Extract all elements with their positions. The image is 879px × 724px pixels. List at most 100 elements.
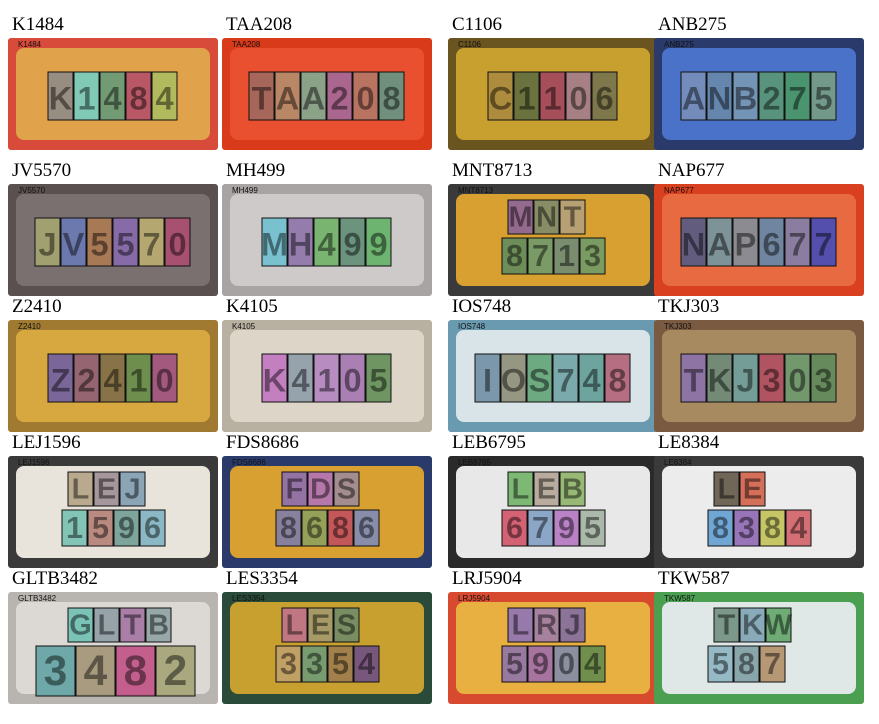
char-glyph: 9 [343,226,361,262]
char-glyph: 8 [382,80,400,116]
char-glyph: 6 [506,511,523,545]
char-glyph: 1 [317,362,335,398]
char-glyph: 1 [129,362,147,398]
char-box: 2 [326,71,353,121]
char-box: 2 [155,645,196,697]
plate-caption: TAA208 [226,14,293,35]
char-box: 9 [113,509,140,547]
char-box: B [732,71,759,121]
plate-cell: K4105 K4105 K 4 1 0 5 [222,296,432,436]
char-box: W [765,607,793,643]
char-glyph: 7 [788,80,806,116]
char-glyph: 1 [517,80,535,116]
char-glyph: 1 [66,511,83,545]
plate-cell: MNT8713 MNT8713 M N T 8 7 1 3 [448,160,658,300]
char-glyph: J [736,362,754,398]
plate-caption: LEJ1596 [12,432,81,453]
char-glyph: 3 [44,648,68,695]
char-glyph: 7 [142,226,160,262]
plate-image: K4105 K 4 1 0 5 [222,320,432,432]
char-glyph: D [310,474,331,506]
char-box: 7 [784,217,811,267]
char-box: 8 [115,645,156,697]
char-glyph: L [512,474,530,506]
char-glyph: K [263,362,287,398]
char-glyph: B [734,80,757,116]
char-box: A [680,71,707,121]
char-box: L [67,471,94,507]
char-glyph: 4 [103,80,121,116]
char-glyph: R [536,610,557,642]
plate-image: TKJ303 T K J 3 0 3 [654,320,864,432]
char-glyph: 5 [506,647,523,681]
char-box: 7 [527,509,554,547]
char-box: 4 [99,353,126,403]
char-glyph: 4 [317,226,335,262]
char-box: T [680,353,707,403]
plate-caption: MNT8713 [452,160,533,181]
char-glyph: 7 [532,511,549,545]
char-box: 7 [138,217,165,267]
char-box: L [281,607,308,643]
plate-cell: LE8384 LE8384 L E 8 3 8 4 [654,432,864,572]
char-box: 1 [73,71,100,121]
plate-image: GLTB3482 G L T B 3 4 8 2 [8,592,218,704]
char-box: E [307,607,334,643]
char-glyph: 4 [584,647,601,681]
char-glyph: 6 [144,511,161,545]
plate-id-text: LES3354 [232,594,265,603]
char-box: 0 [784,353,811,403]
char-box: T [119,607,146,643]
char-box: 3 [275,645,302,683]
plate-cell: IOS748 IOS748 I O S 7 4 8 [448,296,658,436]
char-glyph: Z [51,362,71,398]
char-glyph: E [311,610,330,642]
char-box: A [706,217,733,267]
char-box: 6 [591,71,618,121]
char-glyph: 5 [116,226,134,262]
char-box: J [34,217,61,267]
char-box: 0 [151,353,178,403]
plate-id-text: LRJ5904 [458,594,491,603]
char-glyph: 5 [332,647,349,681]
char-glyph: 3 [738,511,755,545]
char-box: 7 [810,217,837,267]
char-box: 3 [301,645,328,683]
plate-id-text: TKW587 [664,594,696,603]
char-glyph: T [124,610,142,642]
char-glyph: F [286,474,304,506]
char-glyph: 8 [712,511,729,545]
plate-cell: GLTB3482 GLTB3482 G L T B 3 4 8 2 [8,568,218,708]
char-box: T [248,71,275,121]
char-box: 9 [339,217,366,267]
char-box: N [706,71,733,121]
char-glyph: 8 [124,648,148,695]
char-box: S [526,353,553,403]
char-glyph: 4 [790,511,807,545]
char-box: S [333,471,360,507]
char-glyph: B [562,474,583,506]
char-glyph: 3 [814,362,832,398]
char-box: F [281,471,308,507]
plate-caption: LE8384 [658,432,720,453]
plate-caption: C1106 [452,14,502,35]
char-box: 5 [327,645,354,683]
char-box: 5 [87,509,114,547]
plate-cell: MH499 MH499 M H 4 9 9 [222,160,432,300]
char-glyph: 0 [168,226,186,262]
char-glyph: 0 [343,362,361,398]
char-box: 8 [327,509,354,547]
char-box: 8 [707,509,734,547]
char-box: 9 [365,217,392,267]
char-glyph: A [302,80,325,116]
char-box: S [333,607,360,643]
plate-image: ANB275 A N B 2 7 5 [654,38,864,150]
char-glyph: 7 [788,226,806,262]
char-glyph: A [682,80,705,116]
char-box: 1 [313,353,340,403]
char-box: 3 [733,509,760,547]
plate-id-text: NAP677 [664,186,694,195]
